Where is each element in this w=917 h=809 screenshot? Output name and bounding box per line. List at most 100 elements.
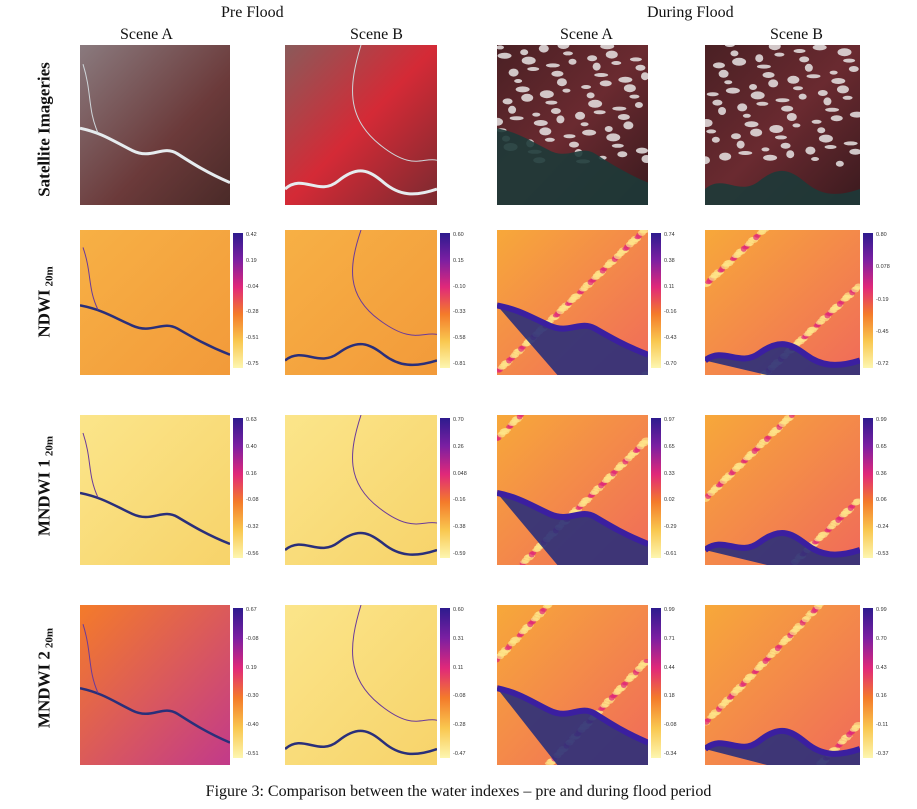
colorbar [651, 418, 661, 558]
index-map-image [80, 415, 230, 565]
satellite-image [705, 45, 860, 205]
colorbar-tick-label: -0.58 [453, 335, 466, 342]
colorbar-tick-label: 0.048 [453, 470, 467, 477]
colorbar-tick-label: 0.19 [246, 664, 257, 671]
colorbar [863, 233, 873, 368]
colorbar-tick-label: -0.08 [246, 497, 259, 504]
colorbar-tick-label: 0.33 [664, 470, 675, 477]
colorbar-tick-label: 0.80 [876, 232, 887, 238]
colorbar-tick-label: 0.078 [876, 264, 890, 271]
colorbar-tick-label: 0.11 [664, 283, 675, 290]
colorbar-tick-label: -0.70 [664, 361, 677, 367]
colorbar-tick-label: -0.51 [246, 751, 259, 757]
colorbar-tick-label: -0.10 [453, 283, 466, 290]
colorbar-tick-label: -0.28 [453, 722, 466, 729]
colorbar-tick-label: -0.75 [246, 361, 259, 367]
colorbar-tick-label: -0.47 [453, 751, 466, 757]
colorbar-tick-label: 0.31 [453, 635, 464, 642]
colorbar-tick-label: -0.16 [664, 309, 677, 316]
colorbar-tick-label: 0.40 [246, 443, 257, 450]
colorbar-tick-label: -0.34 [664, 751, 677, 757]
row-label-ndwi: NDWI20m [34, 266, 56, 338]
colorbar [233, 608, 243, 758]
colorbar [440, 608, 450, 758]
satellite-image [285, 45, 437, 205]
colorbar [863, 418, 873, 558]
colorbar-tick-label: -0.56 [246, 551, 259, 557]
colorbar-tick-label: 0.74 [664, 232, 675, 238]
colorbar-tick-label: -0.24 [876, 524, 889, 531]
colorbar-tick-label: -0.29 [664, 524, 677, 531]
colorbar-tick-label: 0.16 [246, 470, 257, 477]
index-map-image [497, 230, 648, 375]
colorbar-tick-label: 0.44 [664, 664, 675, 671]
row-label-satellite: Satellite Imageries [34, 62, 54, 197]
colorbar-tick-label: -0.61 [664, 551, 677, 557]
colorbar [233, 418, 243, 558]
colorbar [863, 608, 873, 758]
colorbar-tick-label: 0.06 [876, 497, 887, 504]
colorbar-tick-label: -0.53 [876, 551, 889, 557]
colorbar-tick-label: -0.28 [246, 309, 259, 316]
colorbar-tick-label: -0.08 [453, 693, 466, 700]
colorbar-tick-label: 0.65 [664, 443, 675, 450]
colorbar-tick-label: -0.32 [246, 524, 259, 531]
row-label-mndwi2: MNDWI 220m [34, 627, 56, 729]
colorbar-tick-label: -0.04 [246, 283, 259, 290]
colorbar-tick-label: 0.60 [453, 607, 464, 613]
colorbar-tick-label: 0.42 [246, 232, 257, 238]
colorbar-tick-label: 0.99 [876, 417, 887, 423]
colorbar-tick-label: 0.71 [664, 635, 675, 642]
colorbar-tick-label: 0.70 [453, 417, 464, 423]
index-map-image [497, 605, 648, 765]
figure-caption: Figure 3: Comparison between the water i… [205, 783, 712, 800]
colorbar-tick-label: 0.67 [246, 607, 257, 613]
colorbar-tick-label: -0.08 [664, 722, 677, 729]
colorbar-tick-label: 0.19 [246, 257, 257, 264]
index-map-image [285, 415, 437, 565]
colorbar-tick-label: -0.40 [246, 722, 259, 729]
colorbar-tick-label: 0.60 [453, 232, 464, 238]
colorbar-tick-label: 0.11 [453, 664, 464, 671]
colorbar-tick-label: -0.59 [453, 551, 466, 557]
index-map-image [285, 230, 437, 375]
header-scene: Scene B [770, 26, 823, 43]
header-scene: Scene A [560, 26, 613, 43]
colorbar-tick-label: -0.51 [246, 335, 259, 342]
colorbar-tick-label: 0.36 [876, 470, 887, 477]
colorbar-tick-label: -0.08 [246, 635, 259, 642]
colorbar-tick-label: 0.70 [876, 635, 887, 642]
colorbar-tick-label: 0.99 [876, 607, 887, 613]
colorbar [440, 233, 450, 368]
colorbar-tick-label: -0.43 [664, 335, 677, 342]
colorbar-tick-label: -0.19 [876, 296, 889, 303]
index-map-image [705, 605, 860, 765]
colorbar-tick-label: -0.30 [246, 693, 259, 700]
row-label-mndwi1: MNDWI 120m [34, 435, 56, 537]
colorbar-tick-label: 0.63 [246, 417, 257, 423]
colorbar [651, 608, 661, 758]
colorbar-tick-label: -0.81 [453, 361, 466, 367]
colorbar-tick-label: -0.16 [453, 497, 466, 504]
colorbar-tick-label: -0.72 [876, 361, 889, 367]
satellite-image [497, 45, 648, 205]
header-during-flood: During Flood [647, 4, 734, 21]
index-map-image [285, 605, 437, 765]
colorbar [651, 233, 661, 368]
header-scene: Scene A [120, 26, 173, 43]
colorbar [440, 418, 450, 558]
colorbar-tick-label: -0.45 [876, 328, 889, 335]
colorbar-tick-label: 0.02 [664, 497, 675, 504]
header-scene: Scene B [350, 26, 403, 43]
colorbar-tick-label: -0.11 [876, 722, 889, 729]
colorbar-tick-label: 0.65 [876, 443, 887, 450]
index-map-image [497, 415, 648, 565]
satellite-image [80, 45, 230, 205]
colorbar-tick-label: 0.16 [876, 693, 887, 700]
colorbar-tick-label: -0.33 [453, 309, 466, 316]
colorbar-tick-label: -0.38 [453, 524, 466, 531]
colorbar-tick-label: 0.99 [664, 607, 675, 613]
index-map-image [80, 605, 230, 765]
colorbar-tick-label: 0.38 [664, 257, 675, 264]
colorbar-tick-label: -0.37 [876, 751, 889, 757]
